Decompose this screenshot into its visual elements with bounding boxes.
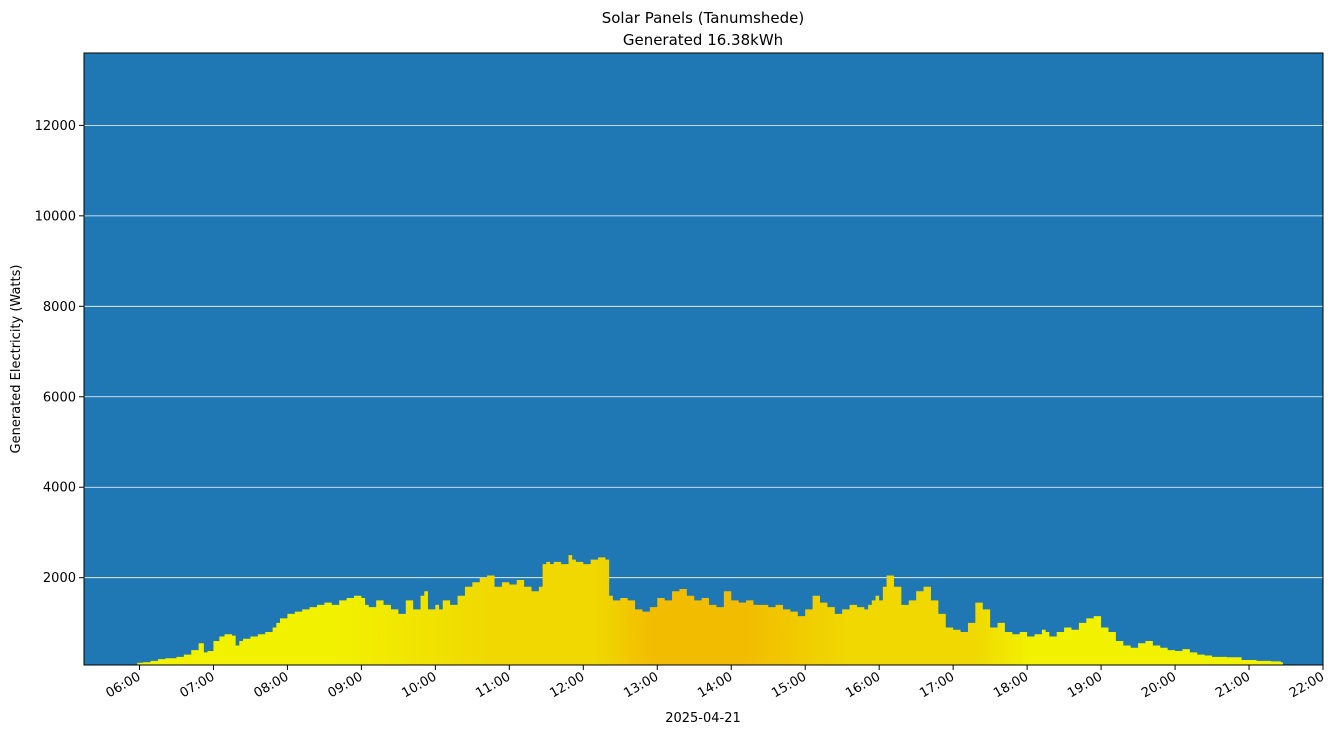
x-tick-label: 08:00 bbox=[251, 669, 291, 701]
x-tick-label: 16:00 bbox=[843, 669, 883, 701]
x-tick-label: 19:00 bbox=[1065, 669, 1105, 701]
x-tick-label: 06:00 bbox=[104, 669, 144, 701]
y-tick-label: 12000 bbox=[35, 119, 76, 134]
y-tick-label: 10000 bbox=[35, 209, 76, 224]
generation-area bbox=[137, 555, 1283, 665]
plot-frame bbox=[83, 52, 1324, 666]
x-tick-label: 12:00 bbox=[547, 669, 587, 701]
y-tick-label: 6000 bbox=[43, 390, 76, 405]
y-tick-label: 4000 bbox=[43, 481, 76, 496]
x-tick-label: 22:00 bbox=[1287, 669, 1327, 701]
x-tick-label: 21:00 bbox=[1213, 669, 1253, 701]
x-tick-label: 17:00 bbox=[917, 669, 957, 701]
x-tick-label: 10:00 bbox=[399, 669, 439, 701]
y-tick-label: 8000 bbox=[43, 300, 76, 315]
x-axis: 06:00 07:00 08:00 09:00 10:00 11:00 12:00 13:00… bbox=[104, 665, 1327, 701]
plot-background bbox=[84, 53, 1323, 665]
x-axis-label: 2025-04-21 bbox=[665, 711, 741, 726]
x-tick-label: 18:00 bbox=[991, 669, 1031, 701]
y-axis-label: Generated Electricity (Watts) bbox=[9, 265, 24, 454]
x-tick-label: 15:00 bbox=[769, 669, 809, 701]
chart-title: Solar Panels (Tanumshede) bbox=[602, 9, 805, 27]
x-tick-label: 11:00 bbox=[473, 669, 513, 701]
x-tick-label: 13:00 bbox=[621, 669, 661, 701]
x-tick-label: 07:00 bbox=[177, 669, 217, 701]
x-tick-label: 20:00 bbox=[1139, 669, 1179, 701]
x-tick-label: 09:00 bbox=[325, 669, 365, 701]
y-tick-label: 2000 bbox=[43, 571, 76, 586]
x-tick-label: 14:00 bbox=[695, 669, 735, 701]
chart-subtitle: Generated 16.38kWh bbox=[623, 31, 783, 49]
y-axis: 2000 4000 6000 8000 10000 12000 bbox=[35, 119, 84, 586]
grid-lines bbox=[84, 124, 1323, 579]
